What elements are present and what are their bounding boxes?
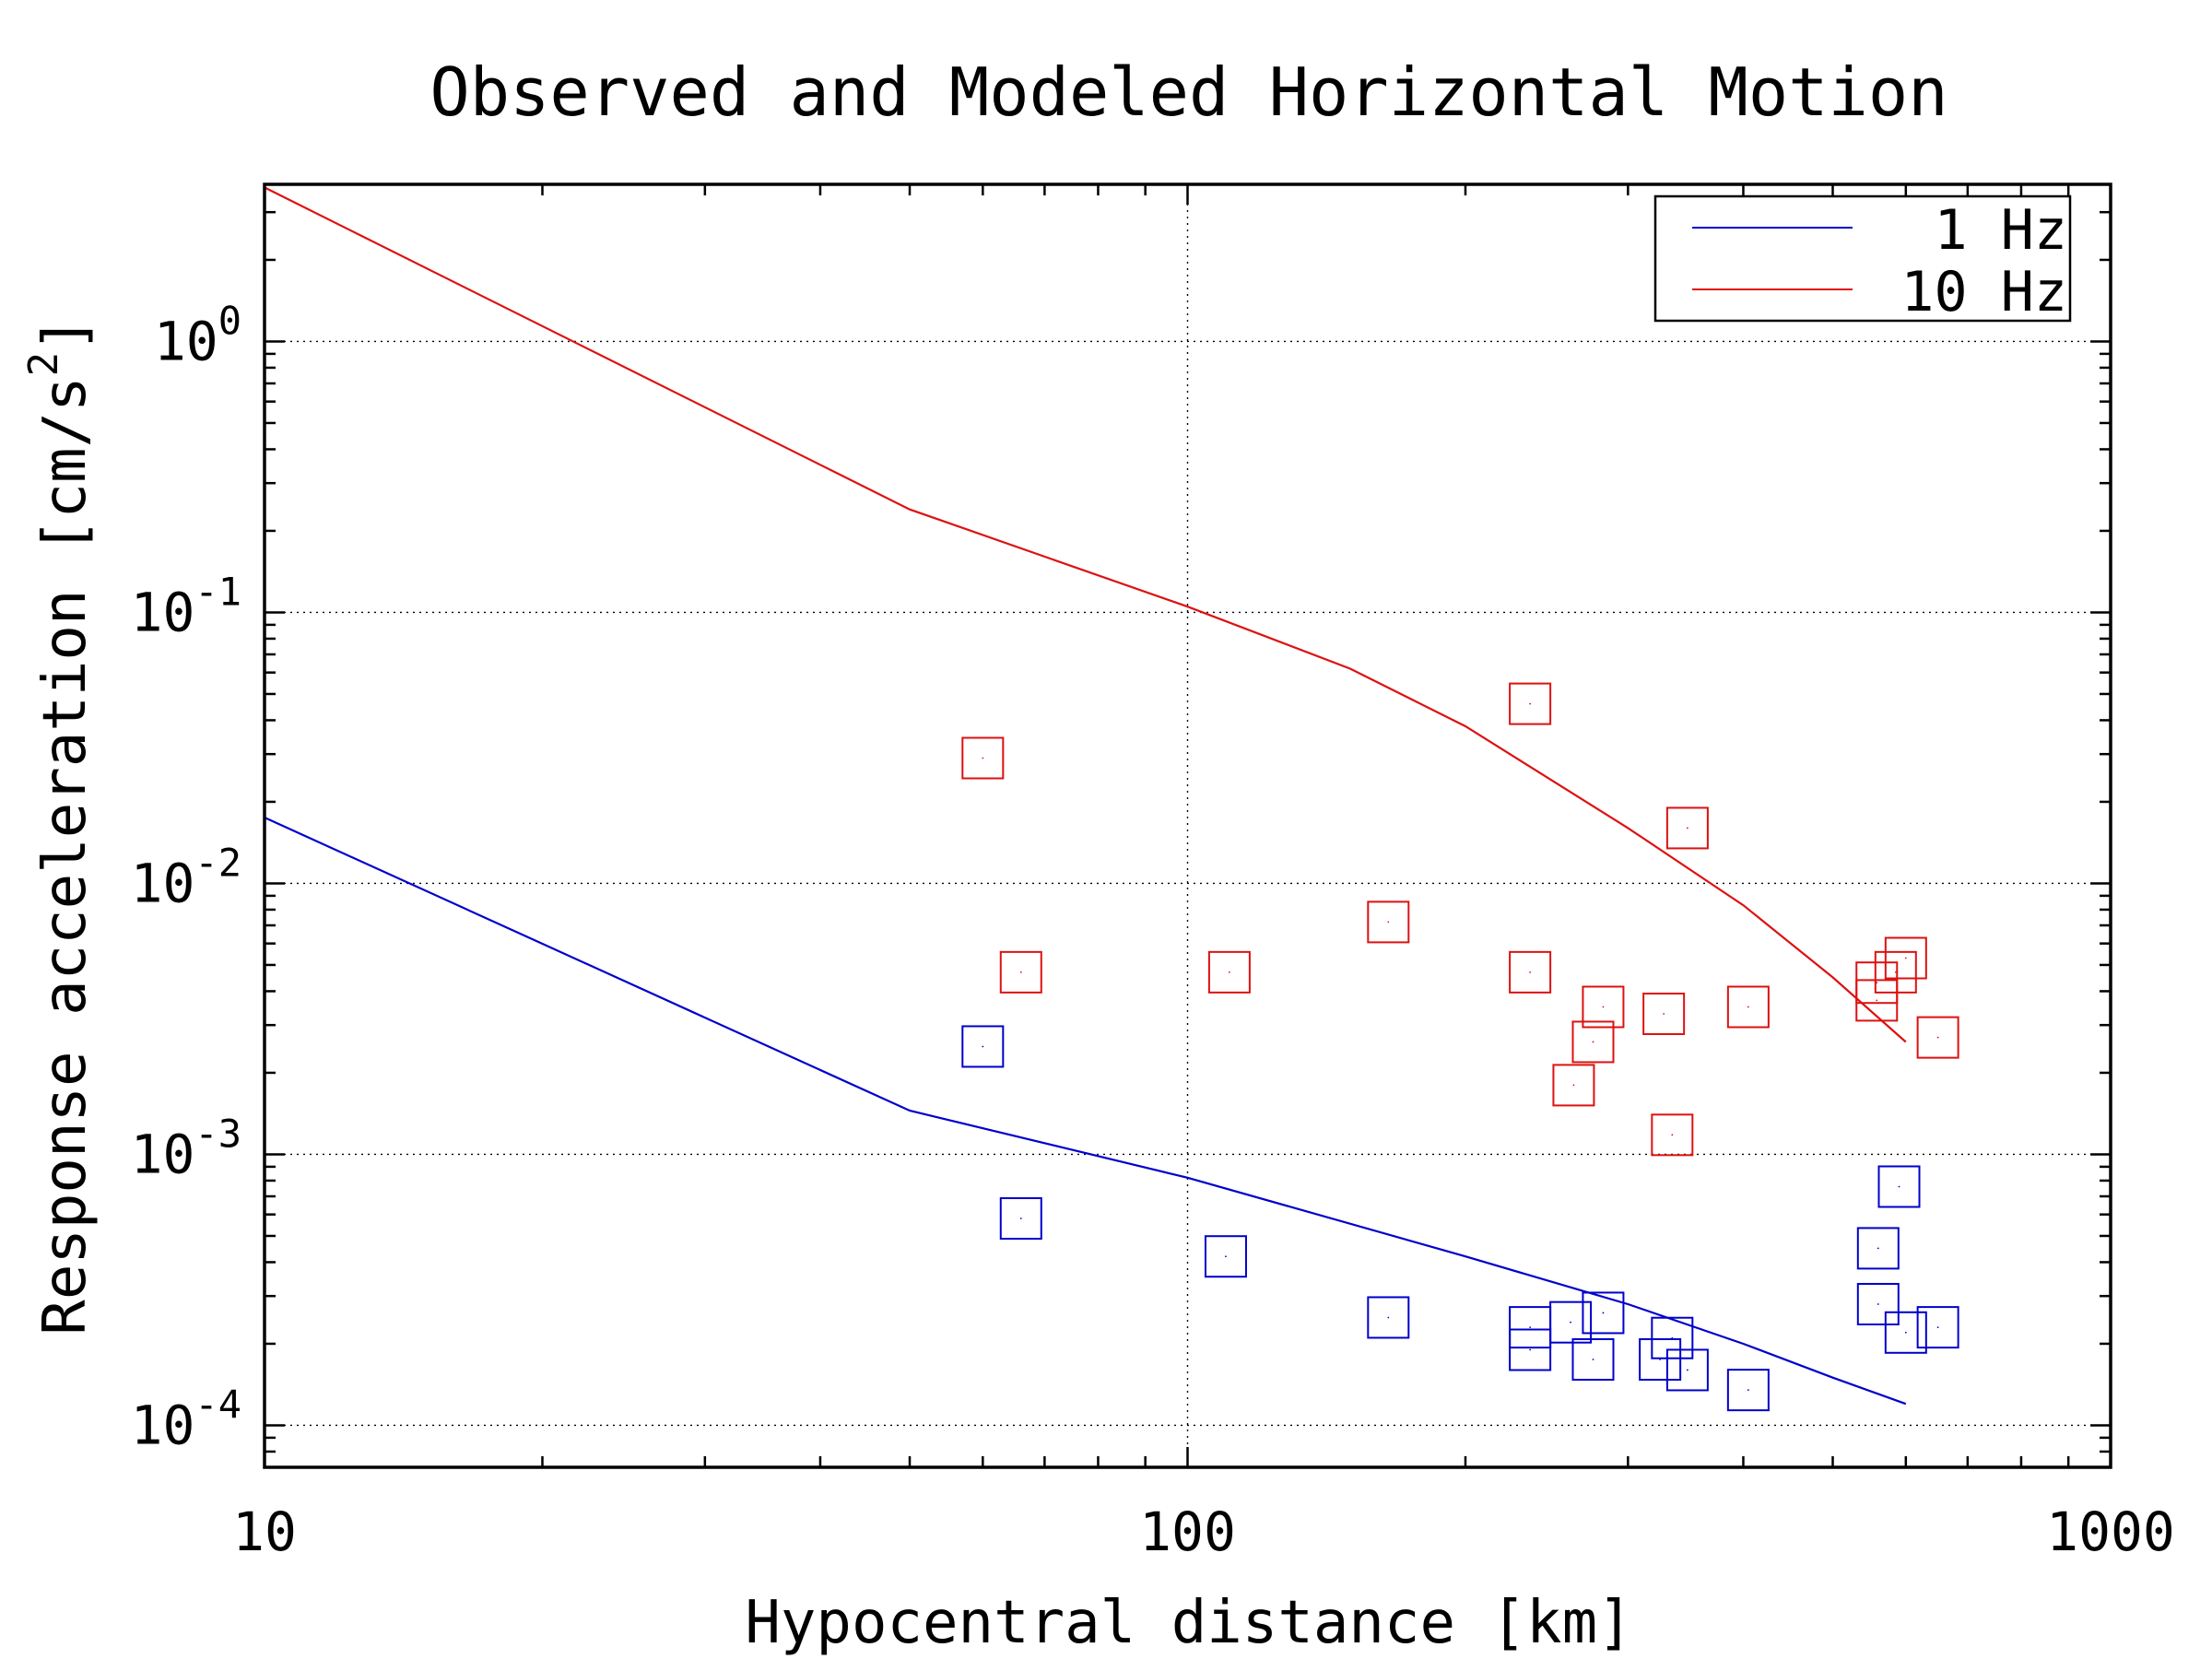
y-tick-label: 10-1 <box>131 569 241 643</box>
observed-marker <box>1916 1306 1959 1349</box>
x-axis-label: Hypocentral distance [km] <box>745 1589 1632 1657</box>
series-2 <box>961 682 1959 1157</box>
observed-marker-dot <box>1686 1369 1688 1371</box>
observed-marker <box>1642 993 1686 1036</box>
observed-marker-dot <box>1529 971 1532 973</box>
observed-marker-dot <box>1904 957 1907 959</box>
x-tick-labels: 10 100 1000 <box>232 1500 2175 1563</box>
legend-label-1hz: 1 Hz <box>1935 198 2068 263</box>
legend: 1 Hz 10 Hz <box>1653 194 2072 324</box>
observed-marker <box>961 1025 1005 1068</box>
observed-marker-dot <box>1876 999 1878 1002</box>
observed-marker-dot <box>1663 1013 1665 1015</box>
observed-marker-dot <box>1936 1326 1939 1329</box>
legend-label-10hz: 10 Hz <box>1900 260 2067 324</box>
observed-marker <box>1509 682 1552 725</box>
x-tick-label: 1000 <box>2046 1500 2175 1563</box>
observed-marker-dot <box>1936 1036 1939 1039</box>
y-tick-label: 100 <box>154 298 241 372</box>
observed-marker-dot <box>1671 1336 1674 1339</box>
observed-marker <box>1665 806 1709 850</box>
observed-marker <box>1856 1227 1900 1270</box>
observed-marker-dot <box>1570 1321 1571 1324</box>
y-axis-label-close: ] <box>31 316 100 352</box>
model-line-1hz <box>264 816 1907 1406</box>
legend-box <box>1653 194 2072 323</box>
observed-marker-dot <box>1572 1084 1575 1087</box>
observed-marker <box>1367 1296 1410 1339</box>
observed-marker-dot <box>1894 971 1897 973</box>
observed-marker <box>1916 1016 1959 1059</box>
model-line-10hz <box>264 186 1907 1043</box>
observed-marker <box>1582 985 1625 1029</box>
axis-ticks <box>263 184 2111 1469</box>
y-tick-label: 10-3 <box>131 1111 241 1185</box>
observed-marker-dot <box>1592 1359 1594 1360</box>
observed-marker-dot <box>1898 1185 1900 1188</box>
observed-marker-dot <box>1747 1006 1749 1008</box>
observed-marker-dot <box>1019 971 1022 973</box>
observed-marker <box>1549 1300 1593 1344</box>
observed-marker <box>999 1197 1042 1241</box>
y-tick-labels: 10-4 10-3 10-2 10-1 100 <box>131 298 241 1456</box>
observed-marker-dot <box>982 757 984 759</box>
observed-marker <box>1207 950 1251 994</box>
observed-marker <box>1571 1338 1615 1382</box>
observed-marker <box>961 736 1005 780</box>
observed-marker <box>1204 1235 1247 1278</box>
observed-marker-dot <box>1686 827 1688 830</box>
observed-marker <box>1665 1348 1709 1392</box>
observed-marker-dot <box>1877 1303 1879 1305</box>
observed-marker <box>1582 1291 1625 1335</box>
y-tick-label: 10-4 <box>131 1382 241 1456</box>
observed-marker <box>1651 1316 1694 1359</box>
series-layer <box>264 186 1959 1412</box>
observed-marker <box>1856 1282 1900 1325</box>
y-axis-label: Response acceleration [cm/s2] <box>20 316 100 1335</box>
observed-marker-dot <box>1747 1389 1749 1392</box>
observed-marker-dot <box>1602 1312 1605 1314</box>
observed-marker <box>1651 1113 1694 1157</box>
y-tick-label: 10-2 <box>131 840 241 914</box>
observed-marker <box>1552 1064 1595 1107</box>
x-tick-label: 10 <box>232 1500 297 1563</box>
observed-marker-dot <box>1671 1134 1674 1136</box>
observed-marker-dot <box>1602 1006 1605 1008</box>
observed-marker <box>1509 1328 1552 1371</box>
observed-marker <box>1367 900 1410 944</box>
observed-marker-dot <box>1529 702 1532 705</box>
observed-marker-dot <box>1387 921 1390 924</box>
observed-marker-dot <box>1904 1331 1907 1334</box>
observed-marker <box>1855 979 1899 1022</box>
observed-marker-dot <box>1387 1316 1390 1319</box>
y-axis-label-text: Response acceleration [cm/s <box>31 376 100 1335</box>
grid-lines <box>265 184 2111 1467</box>
observed-marker-dot <box>1019 1218 1022 1219</box>
observed-marker <box>1877 1165 1921 1208</box>
observed-marker <box>1726 1369 1770 1412</box>
observed-marker <box>1639 1338 1682 1382</box>
observed-marker-dot <box>1529 1348 1532 1351</box>
observed-marker-dot <box>1225 1255 1227 1258</box>
observed-marker <box>1571 1020 1615 1064</box>
y-axis-label-superscript: 2 <box>20 352 67 377</box>
observed-marker-dot <box>982 1045 984 1048</box>
observed-marker <box>1874 950 1917 994</box>
observed-marker <box>1884 936 1927 980</box>
observed-marker <box>999 950 1042 994</box>
observed-marker <box>1726 985 1770 1029</box>
x-tick-label: 100 <box>1139 1500 1236 1563</box>
observed-marker-dot <box>1592 1041 1594 1043</box>
observed-marker <box>1884 1311 1927 1354</box>
series-3 <box>961 1025 1959 1412</box>
observed-marker-dot <box>1529 1326 1532 1329</box>
series-0 <box>264 816 1907 1406</box>
observed-marker-dot <box>1877 1247 1879 1250</box>
chart-title: Observed and Modeled Horizontal Motion <box>429 53 1947 131</box>
observed-marker-dot <box>1228 971 1230 973</box>
series-1 <box>264 186 1907 1043</box>
observed-marker <box>1509 950 1552 994</box>
